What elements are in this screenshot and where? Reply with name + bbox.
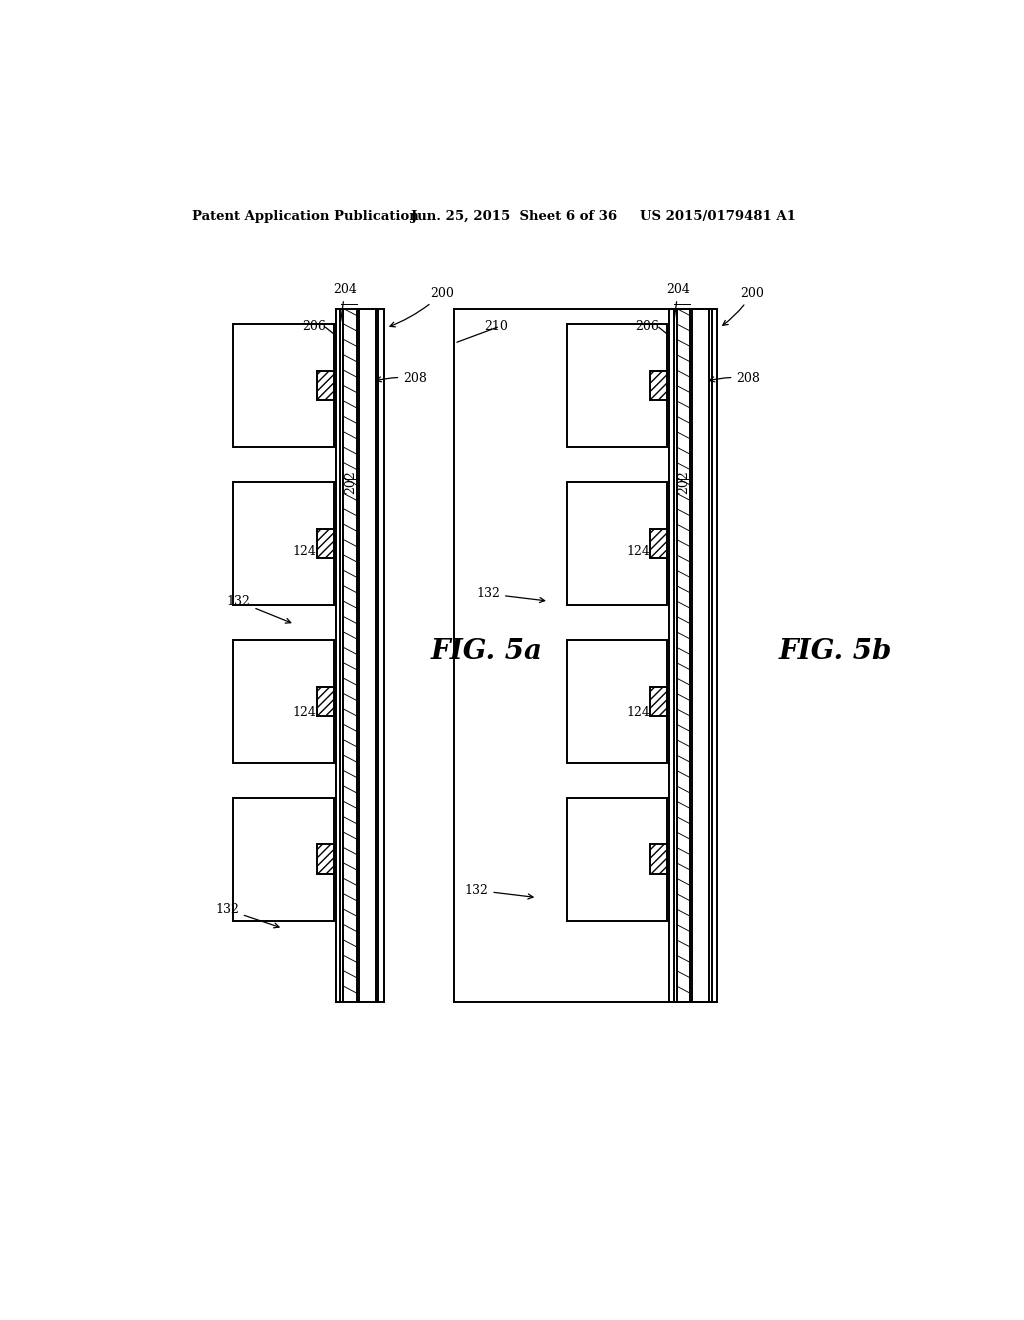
Bar [566, 640, 668, 763]
Text: 124: 124 [293, 545, 316, 557]
Bar [566, 482, 668, 605]
Text: 132: 132 [476, 587, 545, 602]
Text: 208: 208 [376, 372, 427, 384]
Bar [650, 686, 668, 715]
Text: 202: 202 [344, 470, 357, 494]
Text: 210: 210 [484, 321, 508, 333]
Bar [317, 371, 334, 400]
Text: 206: 206 [302, 321, 326, 333]
Text: US 2015/0179481 A1: US 2015/0179481 A1 [640, 210, 796, 223]
Bar [650, 845, 668, 874]
Bar [317, 529, 334, 558]
Text: 124: 124 [626, 706, 650, 719]
Bar [650, 529, 668, 558]
Bar [566, 797, 668, 921]
Text: 204: 204 [667, 284, 690, 321]
Text: 206: 206 [635, 321, 659, 333]
Text: 200: 200 [723, 286, 764, 325]
Text: 124: 124 [626, 545, 650, 557]
Text: Jun. 25, 2015  Sheet 6 of 36: Jun. 25, 2015 Sheet 6 of 36 [411, 210, 617, 223]
Bar [233, 323, 334, 447]
Text: 200: 200 [390, 286, 454, 327]
Text: 204: 204 [333, 284, 357, 321]
Text: 132: 132 [226, 595, 291, 623]
Bar [233, 640, 334, 763]
Text: 132: 132 [215, 903, 279, 928]
Bar [650, 371, 668, 400]
Text: 124: 124 [293, 706, 316, 719]
Bar [233, 797, 334, 921]
Bar [317, 686, 334, 715]
Text: 202: 202 [677, 470, 690, 494]
Bar [233, 482, 334, 605]
Text: 132: 132 [465, 884, 534, 899]
Text: 208: 208 [710, 372, 760, 384]
Text: FIG. 5a: FIG. 5a [430, 638, 543, 665]
Bar [566, 323, 668, 447]
Text: Patent Application Publication: Patent Application Publication [191, 210, 418, 223]
Text: FIG. 5b: FIG. 5b [779, 638, 892, 665]
Bar [317, 845, 334, 874]
